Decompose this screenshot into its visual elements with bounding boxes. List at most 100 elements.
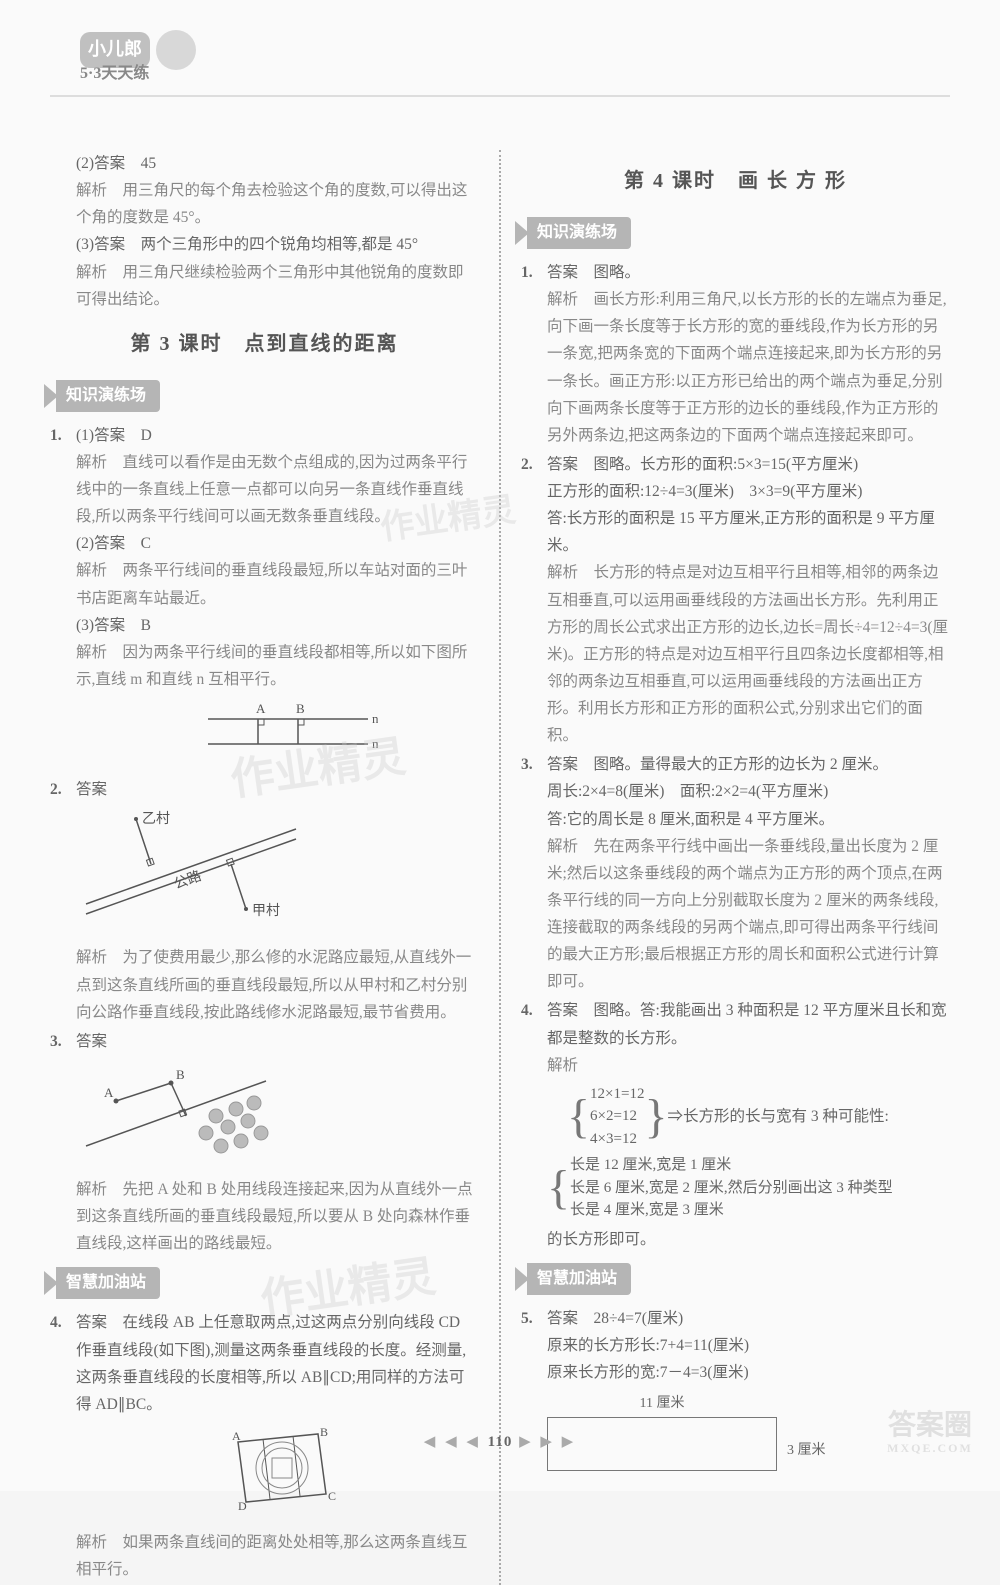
answer-line: 答:它的周长是 8 厘米,面积是 4 平方厘米。 [547, 811, 834, 828]
svg-text:A: A [256, 701, 266, 716]
item-number: 3. [521, 751, 547, 995]
svg-text:甲村: 甲村 [252, 903, 280, 919]
section-practice-banner: 知识演练场 [44, 380, 160, 412]
answer-label: (2)答案 [76, 155, 125, 172]
item-number: 3. [50, 1028, 76, 1258]
page-number: 110 [488, 1434, 513, 1450]
right-brace-icon: } [644, 1093, 667, 1141]
header-wave [50, 95, 950, 125]
answer-label: 答案 [76, 1314, 107, 1331]
answer-label: 答案 [547, 1002, 578, 1019]
q3: 3. 答案 A B [50, 1028, 479, 1258]
answer-value: B [141, 617, 151, 634]
answer-line: 图略。量得最大的正方形的边长为 2 厘米。 [594, 756, 889, 773]
explain-label: 解析 [76, 182, 107, 199]
explain-label: 解析 [547, 291, 578, 308]
explain-text: 先把 A 处和 B 处用线段连接起来,因为从直线外一点到这条直线所画的垂直线段最… [76, 1181, 473, 1252]
answer-line: 图略。长方形的面积:5×3=15(平方厘米) [594, 456, 859, 473]
explain-text: 直线可以看作是由无数个点组成的,因为过两条平行线中的一条直线上任意一点都可以向另… [76, 454, 467, 525]
item-body: 答案 图略。答:我能画出 3 种面积是 12 平方厘米且长和宽都是整数的长方形。… [547, 997, 950, 1253]
answer-text: 在线段 AB 上任意取两点,过这两点分别向线段 CD 作垂直线段(如下图),测量… [76, 1314, 466, 1412]
answer-label: 答案 [547, 264, 578, 281]
footer-deco-right: ▶ ▶ ▶ [519, 1434, 576, 1450]
brace-conclusion: ⇒长方形的长与宽有 3 种可能性: [668, 1103, 889, 1130]
answer-line: 周长:2×4=8(厘米) 面积:2×2=4(平方厘米) [547, 783, 828, 800]
r-q1: 1. 答案 图略。 解析 画长方形:利用三角尺,以长方形的长的左端点为垂足,向下… [521, 259, 950, 449]
answer-value: 图略。答:我能画出 3 种面积是 12 平方厘米且长和宽都是整数的长方形。 [547, 1002, 947, 1046]
q1-s1: (1)答案 D 解析 直线可以看作是由无数个点组成的,因为过两条平行线中的一条直… [76, 422, 479, 531]
explain-text: 为了使费用最少,那么修的水泥路应最短,从直线外一点到这条直线所画的垂直线段最短,… [76, 949, 471, 1020]
footer-deco-left: ◀ ◀ ◀ [424, 1434, 481, 1450]
brace-tail: ,然后分别画出这 3 种类型 [724, 1180, 893, 1196]
road-villages-diagram: 乙村 甲村 公路 [76, 809, 316, 929]
answer-line: 正方形的面积:12÷4=3(厘米) 3×3=9(平方厘米) [547, 483, 862, 500]
q2-diagram: 乙村 甲村 公路 [76, 809, 479, 938]
q2: 2. 答案 乙村 [50, 776, 479, 1026]
explain-label: 解析 [547, 564, 578, 581]
rect-width-label: 11 厘米 [547, 1392, 777, 1417]
answer-label: (3)答案 [76, 617, 125, 634]
item-body: 答案 A B [76, 1028, 479, 1258]
page: 小儿郎 5·3天天练 (2)答案 45 解析 用三角尺的每个角去检验这个角的度数… [0, 0, 1000, 1491]
item-number: 1. [50, 422, 76, 774]
content-columns: (2)答案 45 解析 用三角尺的每个角去检验这个角的度数,可以得出这个角的度数… [50, 140, 950, 1585]
answer-line: 原来的长方形长:7+4=11(厘米) [547, 1337, 749, 1354]
column-divider [499, 150, 501, 1585]
explain-text: 长方形的特点是对边互相平行且相等,相邻的两条边互相垂直,可以运用画垂线段的方法画… [547, 564, 948, 744]
left-brace-icon: { [547, 1164, 570, 1212]
q1-s2: (2)答案 C 解析 两条平行线间的垂直线段最短,所以车站对面的三叶书店距离车站… [76, 530, 479, 611]
answer-value: D [141, 427, 152, 444]
forest-path-diagram: A B [76, 1061, 276, 1161]
pre-q3: (3)答案 两个三角形中的四个锐角均相等,都是 45° 解析 用三角尺继续检验两… [50, 231, 479, 312]
explain-label: 解析 [76, 1534, 107, 1551]
answer-value: 图略。 [594, 264, 641, 281]
banner-label: 智慧加油站 [527, 1263, 631, 1295]
explain-label: 解析 [76, 454, 107, 471]
explain-label: 解析 [76, 264, 107, 281]
explain-label: 解析 [547, 1057, 578, 1074]
explain-text: 两条平行线间的垂直线段最短,所以车站对面的三叶书店距离车站最近。 [76, 562, 467, 606]
item-body: 答案 乙村 甲村 公路 [76, 776, 479, 1026]
series-name: 5·3天天练 [80, 60, 149, 88]
item-body: (1)答案 D 解析 直线可以看作是由无数个点组成的,因为过两条平行线中的一条直… [76, 422, 479, 774]
brace-line: 12×1=12 [590, 1083, 644, 1106]
banner-label: 知识演练场 [527, 217, 631, 249]
item-number: 2. [521, 451, 547, 749]
parallel-lines-diagram: A B n m [178, 699, 378, 759]
explain-text: 如果两条直线间的距离处处相等,那么这两条直线互相平行。 [76, 1534, 467, 1578]
explain-label: 解析 [76, 949, 107, 966]
answer-label: (1)答案 [76, 427, 125, 444]
answer-value: 45 [141, 155, 157, 172]
brace-line: 长是 12 厘米,宽是 1 厘米 [570, 1154, 893, 1177]
banner-label: 智慧加油站 [56, 1267, 160, 1299]
section-practice-banner: 知识演练场 [515, 217, 631, 249]
r-q2: 2. 答案 图略。长方形的面积:5×3=15(平方厘米) 正方形的面积:12÷4… [521, 451, 950, 749]
brace-group-1: { 12×1=12 6×2=12 4×3=12 } ⇒长方形的长与宽有 3 种可… [567, 1083, 950, 1151]
svg-text:m: m [372, 736, 378, 751]
r-q4: 4. 答案 图略。答:我能画出 3 种面积是 12 平方厘米且长和宽都是整数的长… [521, 997, 950, 1253]
svg-text:B: B [296, 701, 305, 716]
item-body: 答案 图略。量得最大的正方形的边长为 2 厘米。 周长:2×4=8(厘米) 面积… [547, 751, 950, 995]
explain-text: 画长方形:利用三角尺,以长方形的长的左端点为垂足,向下画一条长度等于长方形的宽的… [547, 291, 947, 444]
explain-label: 解析 [547, 838, 578, 855]
brace-line: 6×2=12 [590, 1105, 644, 1128]
item-number: 1. [521, 259, 547, 449]
q1: 1. (1)答案 D 解析 直线可以看作是由无数个点组成的,因为过两条平行线中的… [50, 422, 479, 774]
answer-label: 答案 [547, 756, 578, 773]
brace-line: 长是 6 厘米,宽是 2 厘米 [570, 1180, 724, 1196]
corner-watermark-top: 答案圈 [888, 1410, 972, 1441]
item-body: 答案 图略。 解析 画长方形:利用三角尺,以长方形的长的左端点为垂足,向下画一条… [547, 259, 950, 449]
answer-label: 答案 [76, 781, 107, 798]
answer-value: C [141, 535, 151, 552]
q1-s3-diagram: A B n m [76, 699, 479, 768]
svg-text:乙村: 乙村 [142, 811, 170, 827]
section-wisdom-banner: 智慧加油站 [515, 1263, 631, 1295]
banner-label: 知识演练场 [56, 380, 160, 412]
left-brace-icon: { [567, 1093, 590, 1141]
answer-line: 答:长方形的面积是 15 平方厘米,正方形的面积是 9 平方厘米。 [547, 510, 935, 554]
explain-text: 用三角尺的每个角去检验这个角的度数,可以得出这个角的度数是 45°。 [76, 182, 467, 226]
answer-label: 答案 [547, 456, 578, 473]
svg-text:D: D [238, 1499, 247, 1513]
answer-label: 答案 [547, 1310, 578, 1327]
page-footer: ◀ ◀ ◀ 110 ▶ ▶ ▶ [0, 1429, 1000, 1455]
